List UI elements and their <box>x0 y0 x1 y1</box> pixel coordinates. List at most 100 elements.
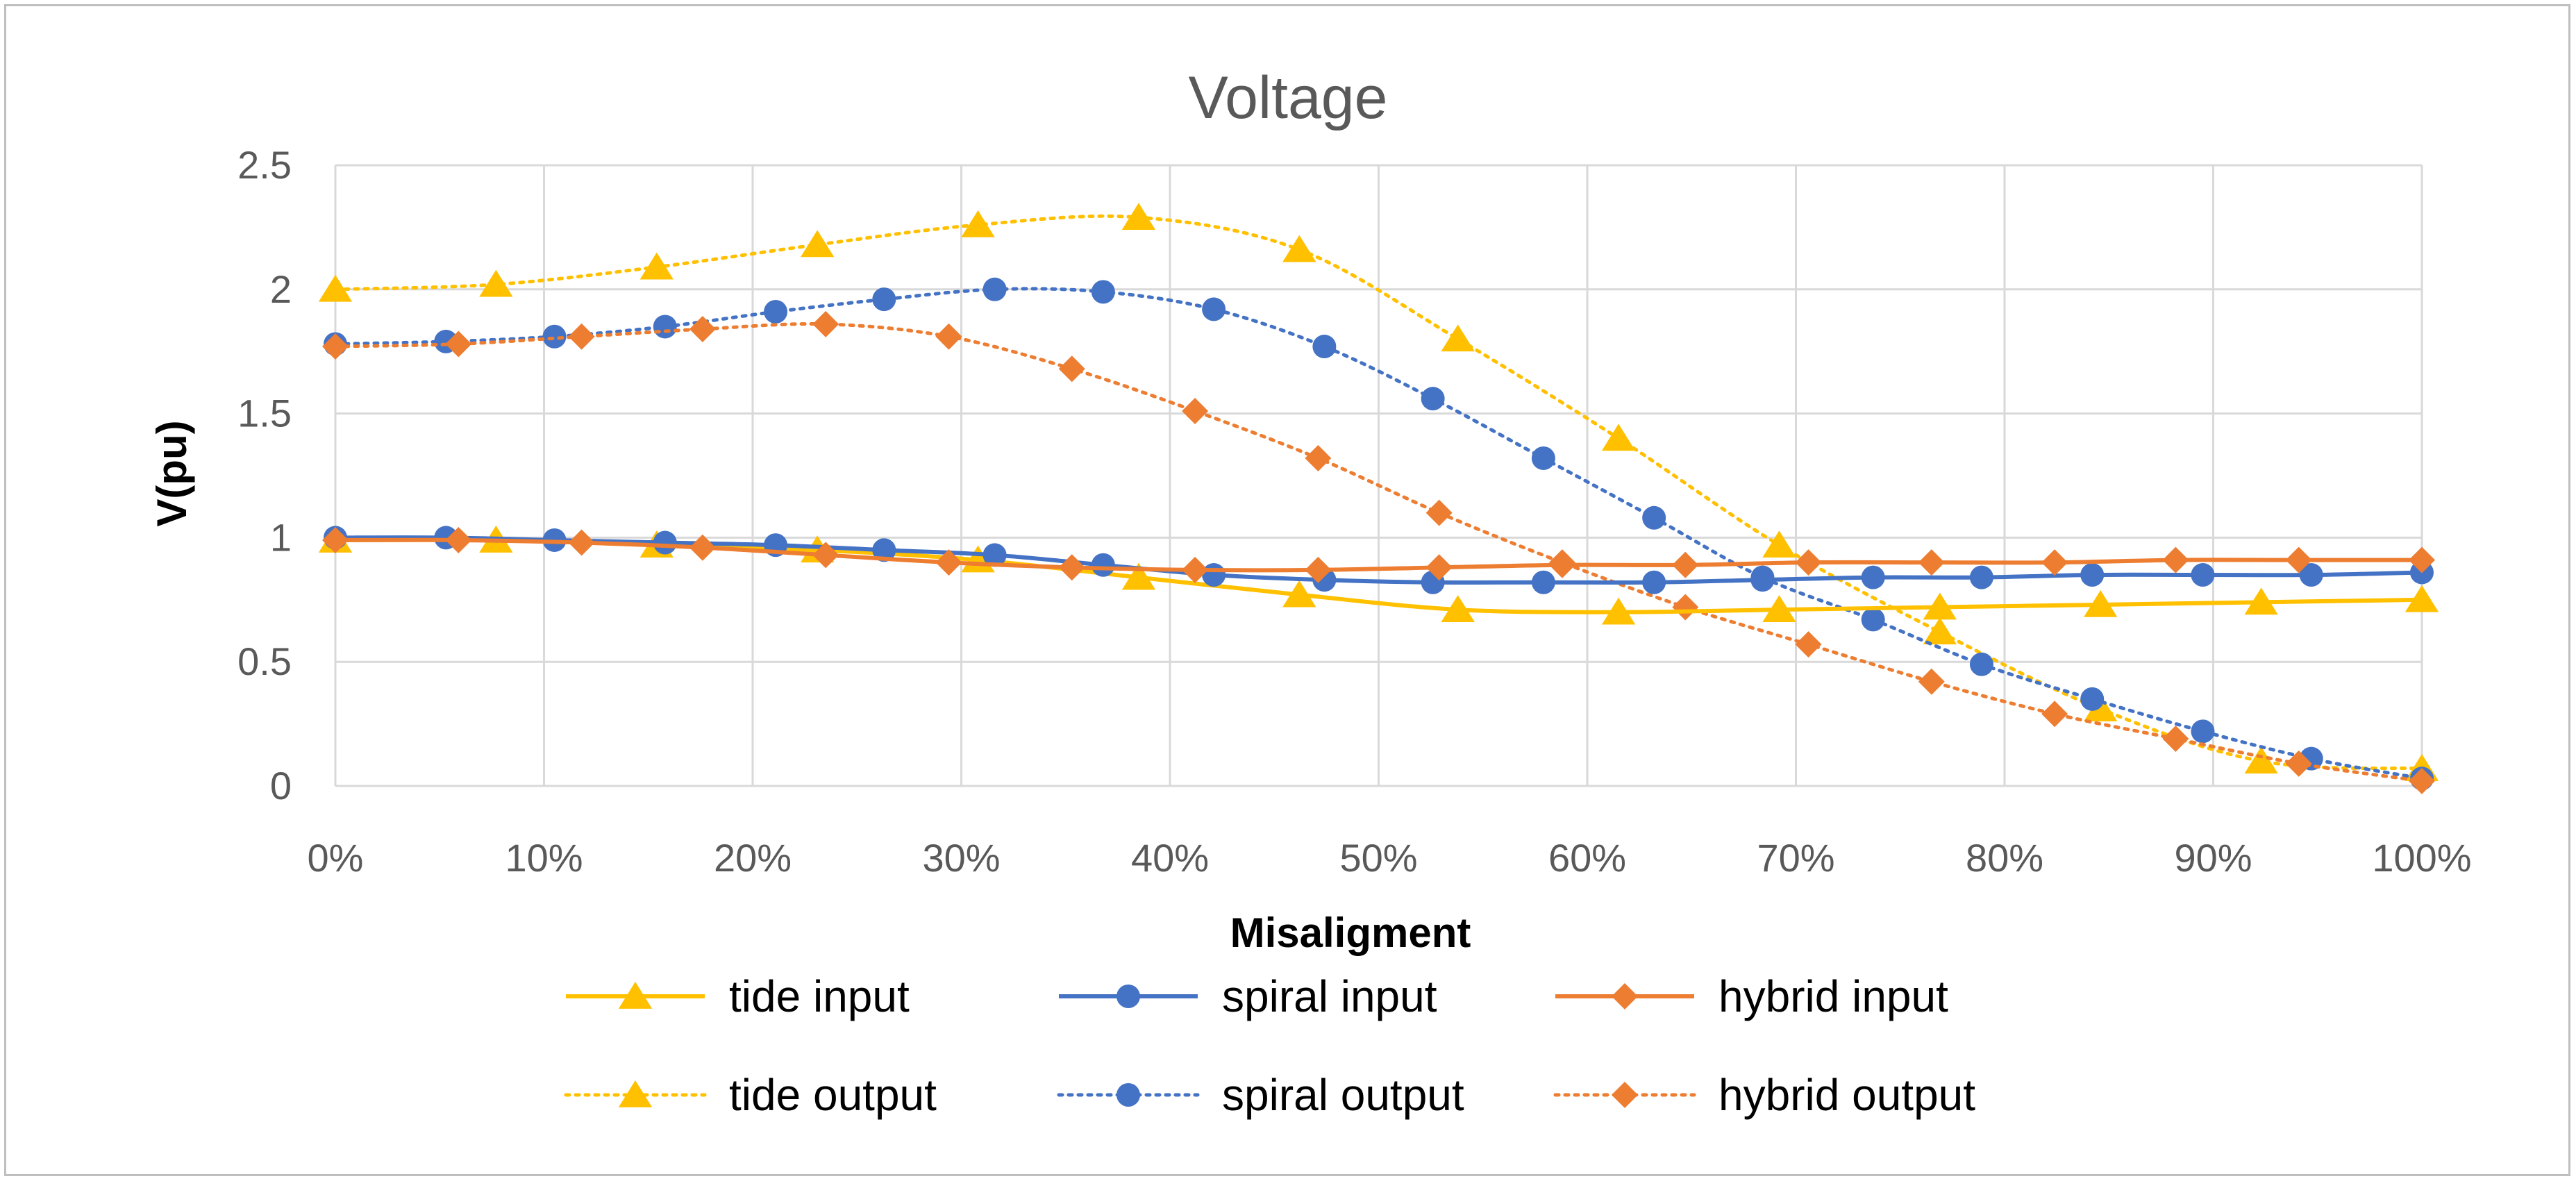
data-point-hybrid-input <box>1058 554 1085 581</box>
y-axis-ticks: 0 0.5 1 1.5 2 2.5 <box>237 143 292 807</box>
data-point-hybrid-input <box>445 526 472 553</box>
data-point-hybrid-output <box>935 323 962 350</box>
gridlines <box>334 164 2423 787</box>
data-point-spiral-output <box>1642 505 1666 530</box>
data-point-spiral-output <box>1969 652 1993 676</box>
data-point-hybrid-output <box>322 333 349 360</box>
legend-item-hybrid-input: hybrid input <box>1555 971 1948 1021</box>
data-point-spiral-input <box>1861 565 1885 589</box>
data-point-spiral-input <box>1750 568 1775 592</box>
data-point-spiral-input <box>2191 563 2215 587</box>
series-line-hybrid-output <box>333 322 2424 783</box>
x-tick-label: 10% <box>505 836 583 880</box>
data-point-hybrid-output <box>1795 631 1822 658</box>
data-point-hybrid-input <box>1918 549 1945 576</box>
data-point-spiral-output <box>764 299 788 324</box>
data-point-hybrid-output <box>2409 767 2435 794</box>
data-point-spiral-input <box>1091 553 1115 577</box>
data-point-tide-output <box>1601 424 1636 451</box>
data-point-hybrid-input <box>1795 549 1822 576</box>
legend-item-tide-output: tide output <box>564 1070 937 1120</box>
data-point-tide-output <box>2084 694 2118 721</box>
data-point-tide-output <box>318 274 353 302</box>
data-point-tide-input <box>2244 587 2278 615</box>
series-line-spiral-output <box>333 287 2424 780</box>
series-spiral-input <box>324 526 2434 594</box>
data-point-hybrid-output <box>568 323 595 350</box>
data-point-spiral-input <box>872 538 896 562</box>
data-point-spiral-input <box>2299 563 2323 587</box>
data-point-tide-input <box>1282 580 1316 608</box>
data-point-spiral-output <box>1312 335 1337 359</box>
data-point-spiral-output <box>1531 446 1555 470</box>
data-point-hybrid-output <box>689 316 716 343</box>
data-point-hybrid-output <box>1305 444 1332 471</box>
data-point-spiral-output <box>653 315 677 339</box>
y-tick-label: 1 <box>270 515 292 559</box>
data-point-tide-output <box>1282 235 1316 262</box>
series-hybrid-output <box>322 310 2435 794</box>
legend-marker-tide-input <box>618 982 653 1009</box>
legend-label-hybrid-output: hybrid output <box>1718 1070 1975 1120</box>
data-point-hybrid-output <box>445 330 472 358</box>
chart-title: Voltage <box>1189 65 1388 131</box>
x-tick-label: 60% <box>1548 836 1626 880</box>
data-point-hybrid-input <box>689 534 716 561</box>
chart-frame <box>4 4 2570 1176</box>
x-tick-label: 100% <box>2372 836 2471 880</box>
data-point-hybrid-output <box>1182 398 1209 425</box>
data-point-spiral-output <box>982 277 1007 301</box>
data-point-tide-output <box>961 210 995 237</box>
data-point-tide-output <box>479 269 513 297</box>
legend-label-tide-input: tide input <box>729 971 910 1021</box>
legend-marker-tide-output <box>618 1080 653 1107</box>
legend-label-spiral-input: spiral input <box>1222 971 1437 1021</box>
data-point-hybrid-input <box>2285 546 2312 573</box>
data-point-hybrid-input <box>1182 556 1209 583</box>
y-tick-label: 2 <box>270 267 292 311</box>
data-point-spiral-output <box>872 287 896 312</box>
data-point-tide-output <box>801 230 835 258</box>
x-tick-label: 0% <box>308 836 364 880</box>
data-point-hybrid-input <box>322 526 349 553</box>
series-hybrid-input <box>322 526 2435 583</box>
data-point-spiral-input <box>1202 563 1226 587</box>
data-point-spiral-input <box>982 543 1007 567</box>
data-point-hybrid-output <box>1058 355 1085 383</box>
data-point-hybrid-output <box>1672 594 1699 621</box>
data-point-hybrid-input <box>1425 554 1453 581</box>
data-point-hybrid-input <box>1305 556 1332 583</box>
data-point-hybrid-output <box>2041 701 2068 728</box>
x-tick-label: 80% <box>1966 836 2043 880</box>
data-point-hybrid-input <box>1672 551 1699 578</box>
data-point-tide-input <box>1923 592 1957 620</box>
data-point-tide-output <box>639 252 674 280</box>
legend-marker-hybrid-input <box>1612 983 1638 1010</box>
y-tick-label: 2.5 <box>237 143 292 187</box>
data-point-hybrid-input <box>935 549 962 576</box>
data-point-spiral-output <box>2080 687 2105 711</box>
data-point-spiral-output <box>1091 280 1115 304</box>
data-point-spiral-output <box>1421 387 1445 411</box>
legend-label-spiral-output: spiral output <box>1222 1070 1464 1120</box>
data-point-hybrid-output <box>2285 750 2312 777</box>
data-point-hybrid-input <box>1548 551 1575 578</box>
data-point-spiral-input <box>653 530 677 555</box>
legend-item-spiral-input: spiral input <box>1059 971 1437 1021</box>
data-point-hybrid-output <box>2162 726 2189 753</box>
data-point-hybrid-input <box>2162 546 2189 573</box>
y-axis-title: V(pu) <box>149 420 195 526</box>
legend: tide input spiral input hybrid input tide o… <box>564 971 1975 1120</box>
data-point-tide-output <box>1441 324 1475 352</box>
x-tick-label: 70% <box>1757 836 1834 880</box>
legend-marker-spiral-output <box>1116 1083 1140 1107</box>
data-point-tide-output <box>1121 203 1156 230</box>
data-point-spiral-output <box>2191 719 2215 744</box>
series-line-tide-output <box>333 214 2424 771</box>
legend-marker-hybrid-output <box>1612 1082 1638 1108</box>
data-point-spiral-output <box>542 324 567 349</box>
x-axis-title: Misaligment <box>1230 910 1471 956</box>
data-point-tide-input <box>1762 595 1796 622</box>
data-point-tide-input <box>1601 597 1636 625</box>
